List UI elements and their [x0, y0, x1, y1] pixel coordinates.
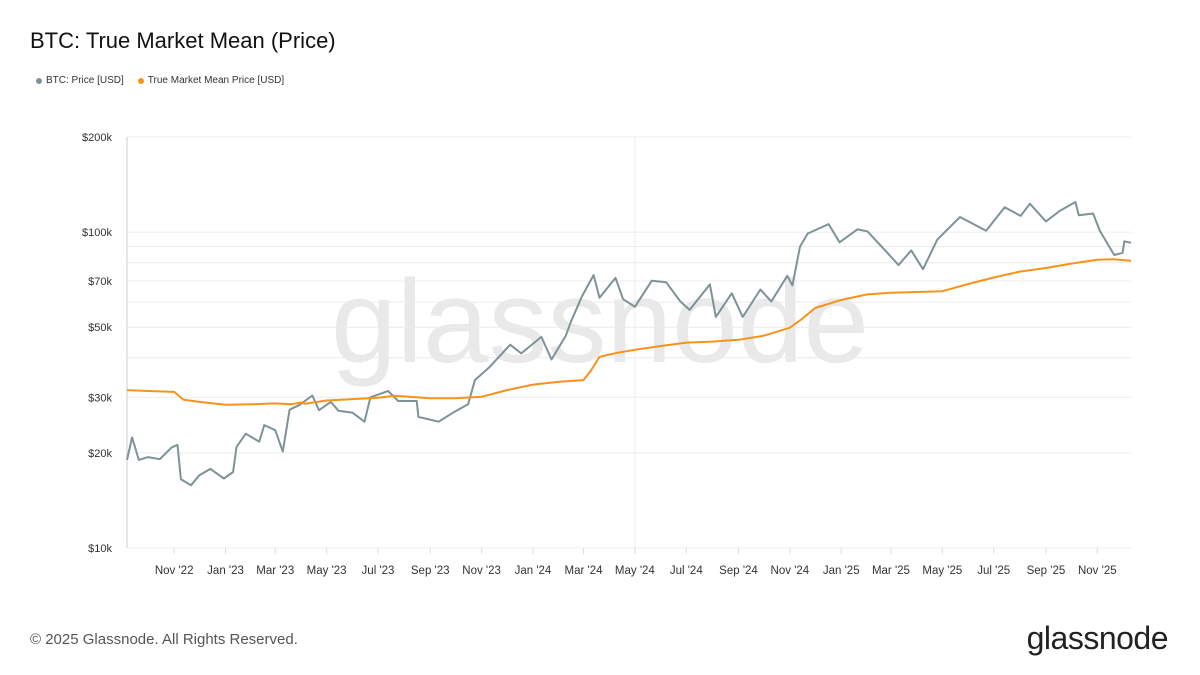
y-tick-label: $100k	[82, 227, 112, 239]
series-line-true-market-mean	[126, 258, 1132, 406]
y-tick-label: $30k	[88, 392, 112, 404]
legend-item-true-market-mean[interactable]: True Market Mean Price [USD]	[137, 75, 285, 86]
y-tick-label: $70k	[88, 276, 112, 288]
watermark: glassnode	[331, 256, 869, 388]
x-tick-label: Sep '23	[411, 565, 450, 577]
legend-marker-btc-price	[36, 77, 42, 84]
x-tick-label: Jul '25	[977, 565, 1010, 577]
x-tick-label: Mar '23	[256, 565, 294, 577]
legend-item-btc-price[interactable]: BTC: Price [USD]	[36, 75, 124, 86]
y-tick-label: $200k	[82, 132, 112, 144]
y-tick-label: $20k	[88, 448, 112, 460]
legend-label-true-market-mean: True Market Mean Price [USD]	[147, 75, 285, 86]
x-tick-label: Jan '24	[515, 565, 552, 577]
x-tick-label: May '24	[615, 565, 656, 577]
legend-marker-true-market-mean	[137, 77, 144, 84]
x-tick-label: Nov '24	[771, 565, 810, 577]
glassnode-logo: glassnode	[1026, 620, 1169, 656]
x-tick-label: Jul '24	[670, 565, 703, 577]
x-tick-label: Jan '25	[823, 565, 860, 577]
x-tick-label: Jan '23	[207, 565, 244, 577]
copyright: © 2025 Glassnode. All Rights Reserved.	[30, 631, 298, 648]
legend-label-btc-price: BTC: Price [USD]	[46, 75, 124, 86]
x-tick-label: May '23	[307, 565, 347, 577]
x-tick-label: Nov '23	[462, 565, 501, 577]
chart-title: BTC: True Market Mean (Price)	[30, 28, 336, 53]
x-tick-label: May '25	[922, 565, 962, 577]
y-tick-label: $50k	[88, 322, 112, 334]
x-tick-label: Sep '24	[719, 565, 758, 577]
legend: BTC: Price [USD] True Market Mean Price …	[36, 75, 284, 86]
x-tick-label: Nov '25	[1078, 565, 1117, 577]
x-tick-label: Sep '25	[1027, 565, 1066, 577]
x-tick-label: Nov '22	[155, 565, 194, 577]
series-line-btc-price	[126, 201, 1132, 487]
x-tick-label: Mar '24	[565, 565, 604, 577]
x-tick-label: Jul '23	[362, 565, 395, 577]
y-tick-label: $10k	[88, 543, 112, 555]
x-tick-label: Mar '25	[872, 565, 910, 577]
